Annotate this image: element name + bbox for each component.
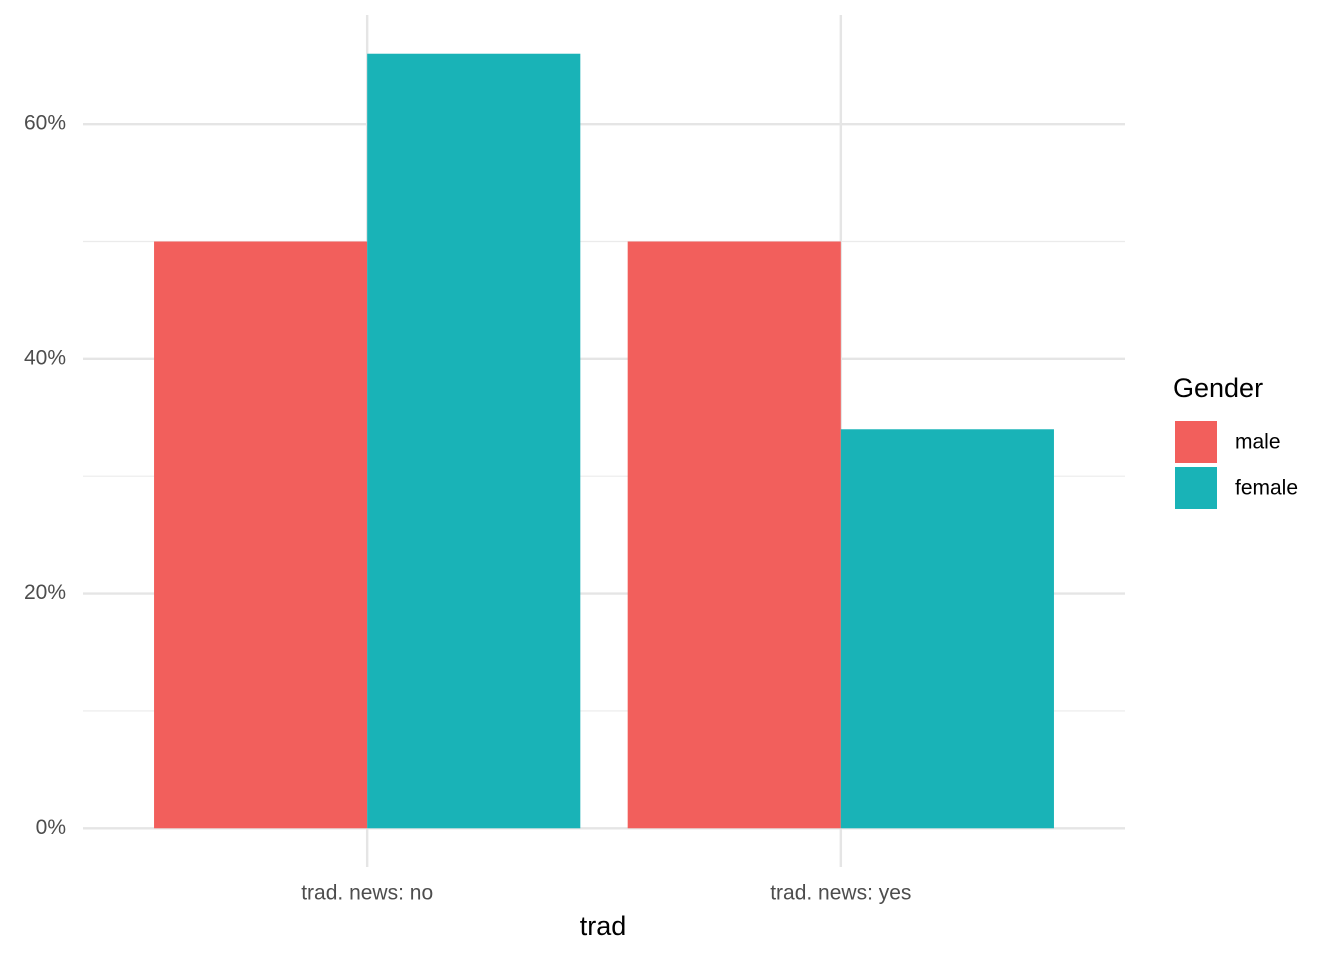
bar [367,53,581,829]
y-tick-label: 0% [36,816,66,839]
legend-key [1175,467,1217,509]
y-tick-label: 60% [24,112,66,135]
y-tick-label: 20% [24,581,66,604]
legend-key [1175,421,1217,463]
x-tick-label: trad. news: yes [770,882,911,905]
bar [627,241,841,829]
x-axis-title: trad [580,911,627,941]
bar [840,429,1054,829]
legend-label: female [1235,477,1298,500]
bar [154,241,368,829]
y-tick-label: 40% [24,346,66,369]
legend-title: Gender [1173,373,1263,403]
legend-label: male [1235,431,1281,454]
x-tick-label: trad. news: no [301,882,433,905]
